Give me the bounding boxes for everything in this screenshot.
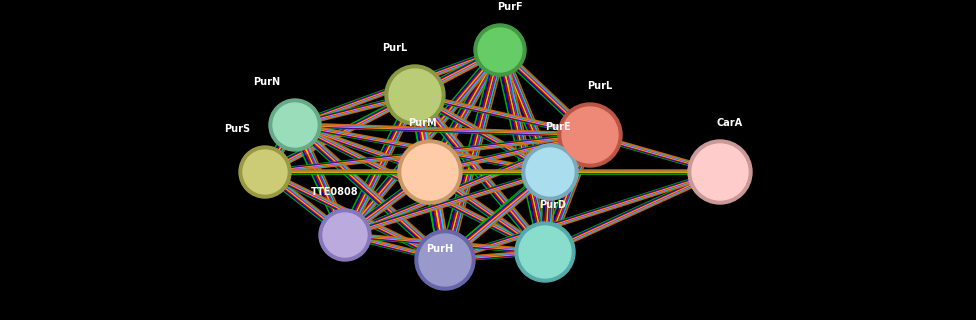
Circle shape [389, 69, 441, 121]
Circle shape [522, 144, 578, 200]
Text: PurS: PurS [224, 124, 250, 134]
Circle shape [419, 234, 471, 286]
Circle shape [515, 222, 575, 282]
Circle shape [478, 28, 522, 72]
Circle shape [269, 99, 321, 151]
Circle shape [415, 230, 475, 290]
Circle shape [273, 103, 317, 147]
Text: PurN: PurN [254, 77, 280, 87]
Text: PurD: PurD [540, 200, 566, 210]
Circle shape [688, 140, 752, 204]
Text: CarA: CarA [717, 118, 743, 128]
Circle shape [323, 213, 367, 257]
Circle shape [402, 144, 458, 200]
Circle shape [692, 144, 748, 200]
Text: PurM: PurM [408, 118, 436, 128]
Text: PurL: PurL [383, 43, 408, 53]
Text: PurE: PurE [546, 122, 571, 132]
Circle shape [319, 209, 371, 261]
Text: PurH: PurH [427, 244, 454, 254]
Text: PurL: PurL [588, 81, 613, 91]
Circle shape [519, 226, 571, 278]
Text: TTE0808: TTE0808 [311, 187, 359, 197]
Circle shape [243, 150, 287, 194]
Circle shape [474, 24, 526, 76]
Circle shape [385, 65, 445, 125]
Circle shape [558, 103, 622, 167]
Text: PurF: PurF [497, 2, 523, 12]
Circle shape [398, 140, 462, 204]
Circle shape [239, 146, 291, 198]
Circle shape [562, 107, 618, 163]
Circle shape [526, 148, 574, 196]
